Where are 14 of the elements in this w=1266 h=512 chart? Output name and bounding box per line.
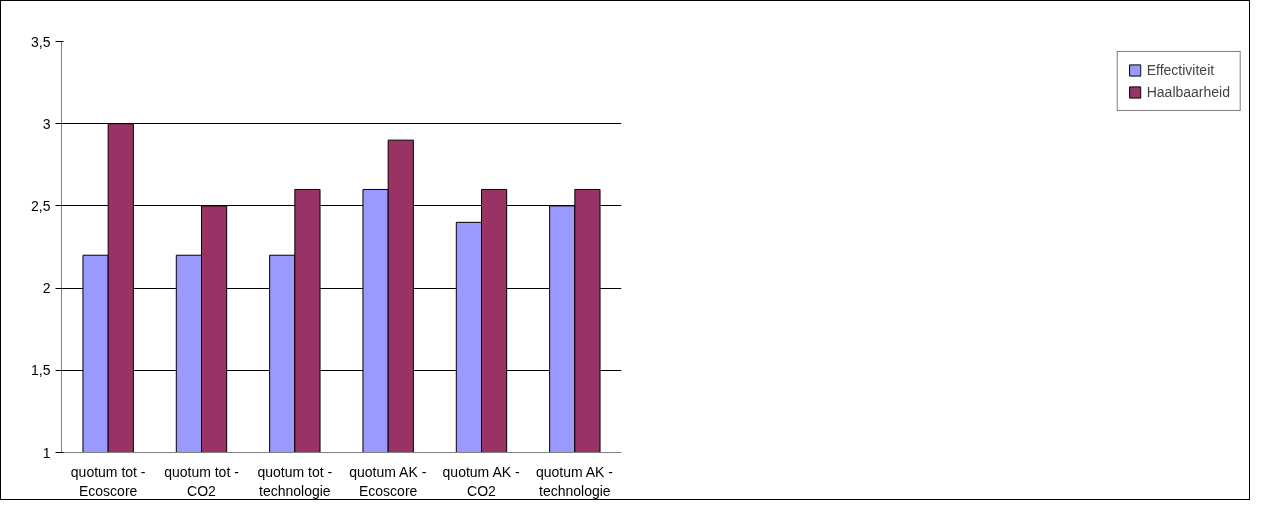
x-tick-label: quotum AK - Ecoscore <box>349 463 427 499</box>
x-tick-label: quotum tot - technologie <box>257 463 333 499</box>
legend-label: Effectiviteit <box>1146 62 1215 78</box>
legend-label: Haalbaarheid <box>1146 84 1230 100</box>
y-tick-label: 3 <box>42 115 51 132</box>
x-tick-label: quotum AK - CO2 <box>442 463 520 499</box>
y-tick-label: 2,5 <box>31 197 51 214</box>
x-tick-label: quotum tot - CO2 <box>164 463 240 499</box>
y-tick-label: 3,5 <box>31 33 51 50</box>
x-tick-label: quotum tot - Ecoscore <box>70 463 146 499</box>
y-tick-label: 1,5 <box>31 362 51 379</box>
y-tick-label: 1 <box>42 444 51 461</box>
x-tick-label: quotum AK - technologie <box>535 463 614 499</box>
y-tick-label: 2 <box>42 280 51 297</box>
